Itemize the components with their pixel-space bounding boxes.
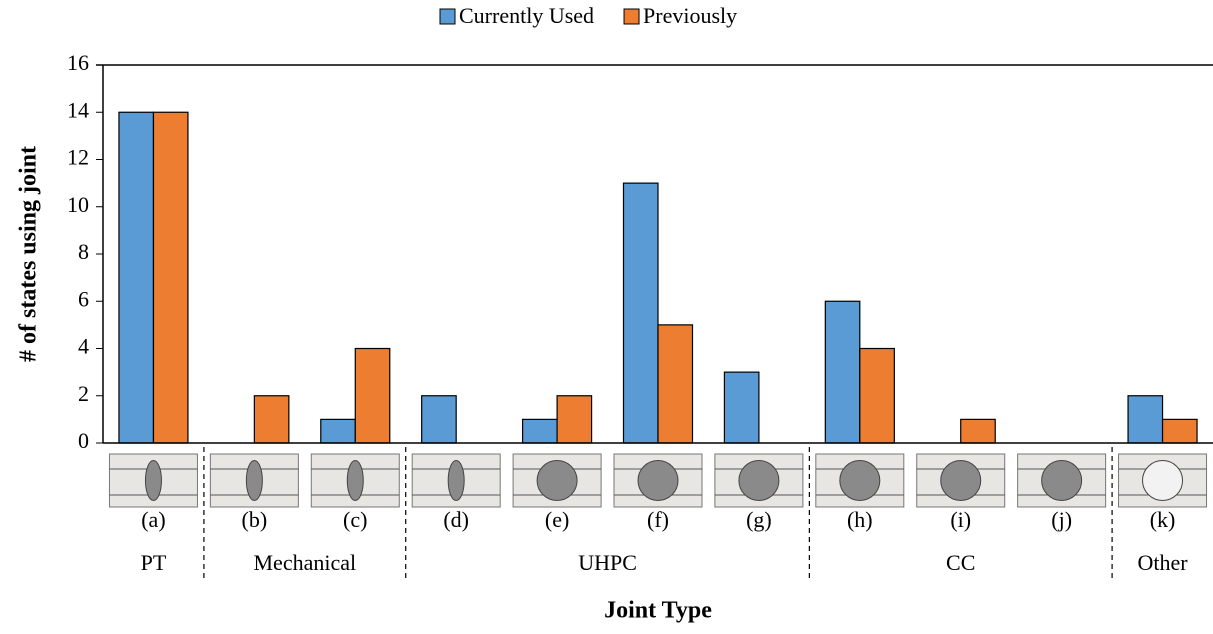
x-tick-label: (e) xyxy=(545,507,569,532)
chart: Joint Type # of states using joint 0 2 4 6 8… xyxy=(0,0,1213,634)
y-tick-label: 12 xyxy=(67,145,89,170)
bar xyxy=(1163,419,1198,443)
joint-sketch-core xyxy=(739,461,779,501)
bar xyxy=(658,325,693,443)
y-axis-title: # of states using joint xyxy=(16,146,42,362)
x-tick-label: (i) xyxy=(950,507,971,532)
y-tick-label: 8 xyxy=(78,239,89,264)
joint-sketch-core xyxy=(448,461,464,501)
bar xyxy=(825,301,860,443)
bar xyxy=(961,419,996,443)
legend-label: Currently Used xyxy=(459,3,594,28)
legend-swatch xyxy=(624,9,639,24)
y-tick-label: 16 xyxy=(67,50,89,75)
x-tick-label: (c) xyxy=(343,507,367,532)
x-tick-label: (d) xyxy=(443,507,469,532)
group-label: PT xyxy=(141,550,167,575)
group-label: Mechanical xyxy=(254,550,357,575)
joint-sketch-core xyxy=(537,461,577,501)
joint-sketch-core xyxy=(638,461,678,501)
x-tick-label: (k) xyxy=(1150,507,1176,532)
group-label: CC xyxy=(946,550,975,575)
y-tick-label: 0 xyxy=(78,428,89,453)
y-tick-label: 4 xyxy=(78,334,89,359)
bar xyxy=(422,396,457,443)
joint-sketch-core xyxy=(347,461,363,501)
bar xyxy=(1128,396,1163,443)
y-tick-label: 2 xyxy=(78,381,89,406)
joint-sketch-core xyxy=(145,461,161,501)
x-tick-label: (g) xyxy=(746,507,772,532)
y-tick-label: 10 xyxy=(67,192,89,217)
bar xyxy=(321,419,356,443)
x-tick-label: (h) xyxy=(847,507,873,532)
bar xyxy=(860,349,895,444)
bar xyxy=(724,372,759,443)
joint-sketch-core xyxy=(941,461,981,501)
joint-sketch-core xyxy=(1042,461,1082,501)
group-label: Other xyxy=(1137,550,1188,575)
x-tick-label: (f) xyxy=(647,507,669,532)
x-axis-title: Joint Type xyxy=(604,598,712,624)
x-tick-label: (j) xyxy=(1051,507,1072,532)
bar xyxy=(557,396,592,443)
bar xyxy=(153,112,188,443)
bar xyxy=(119,112,154,443)
bar xyxy=(624,183,659,443)
legend-swatch xyxy=(440,9,455,24)
joint-sketch-core xyxy=(1143,461,1183,501)
bar xyxy=(523,419,558,443)
group-label: UHPC xyxy=(578,550,637,575)
bar xyxy=(355,349,390,444)
joint-sketch-core xyxy=(246,461,262,501)
x-tick-label: (b) xyxy=(242,507,268,532)
joint-sketch-core xyxy=(840,461,880,501)
y-tick-label: 14 xyxy=(67,97,89,122)
y-tick-label: 6 xyxy=(78,286,89,311)
x-tick-label: (a) xyxy=(141,507,165,532)
bar xyxy=(254,396,289,443)
legend-label: Previously xyxy=(643,3,737,28)
